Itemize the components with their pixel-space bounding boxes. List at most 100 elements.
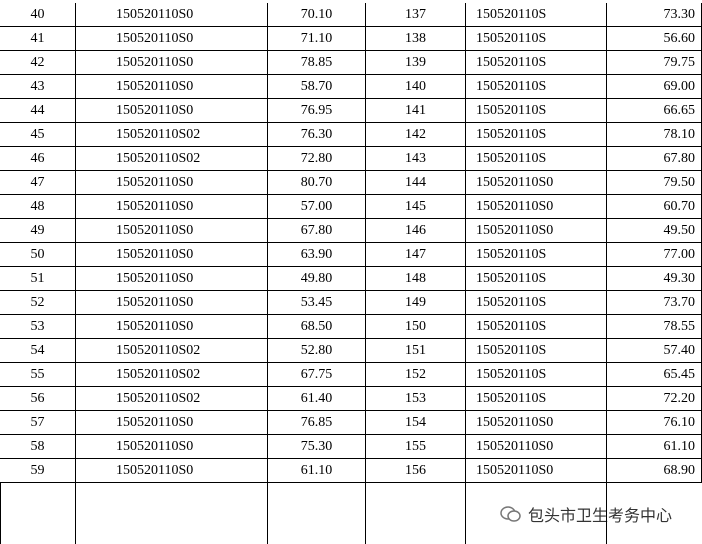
column-line bbox=[0, 483, 1, 544]
table-cell: 66.65 bbox=[607, 99, 702, 123]
table-cell: 145 bbox=[366, 195, 466, 219]
table-cell: 41 bbox=[0, 27, 76, 51]
table-cell: 53.45 bbox=[268, 291, 366, 315]
table-cell: 150520110S0 bbox=[76, 435, 268, 459]
table-cell: 53 bbox=[0, 315, 76, 339]
table-cell: 146 bbox=[366, 219, 466, 243]
table-cell: 52 bbox=[0, 291, 76, 315]
table-cell: 150520110S0 bbox=[76, 267, 268, 291]
table-cell: 73.70 bbox=[607, 291, 702, 315]
table-cell: 60.70 bbox=[607, 195, 702, 219]
table-cell: 68.90 bbox=[607, 459, 702, 483]
table-cell: 150520110S bbox=[466, 51, 607, 75]
table-cell: 54 bbox=[0, 339, 76, 363]
column-line bbox=[267, 483, 268, 544]
table-cell: 150520110S0 bbox=[76, 51, 268, 75]
table-cell: 150520110S bbox=[466, 27, 607, 51]
table-cell: 52.80 bbox=[268, 339, 366, 363]
table-cell: 44 bbox=[0, 99, 76, 123]
table-cell: 47 bbox=[0, 171, 76, 195]
table-cell: 137 bbox=[366, 3, 466, 27]
table-cell: 79.50 bbox=[607, 171, 702, 195]
table-cell: 40 bbox=[0, 3, 76, 27]
table-cell: 73.30 bbox=[607, 3, 702, 27]
table-cell: 76.10 bbox=[607, 411, 702, 435]
table-cell: 68.50 bbox=[268, 315, 366, 339]
table-cell: 148 bbox=[366, 267, 466, 291]
table-cell: 57.40 bbox=[607, 339, 702, 363]
table-cell: 150520110S0 bbox=[76, 75, 268, 99]
table-cell: 150520110S0 bbox=[466, 411, 607, 435]
table-cell: 58 bbox=[0, 435, 76, 459]
table-cell: 150520110S bbox=[466, 243, 607, 267]
table-cell: 150520110S02 bbox=[76, 387, 268, 411]
table-cell: 150520110S0 bbox=[76, 27, 268, 51]
table-cell: 152 bbox=[366, 363, 466, 387]
table-cell: 70.10 bbox=[268, 3, 366, 27]
table-cell: 150520110S0 bbox=[76, 195, 268, 219]
table-cell: 155 bbox=[366, 435, 466, 459]
table-cell: 150520110S0 bbox=[76, 219, 268, 243]
table-cell: 153 bbox=[366, 387, 466, 411]
table-cell: 56.60 bbox=[607, 27, 702, 51]
table-cell: 150520110S02 bbox=[76, 339, 268, 363]
table-cell: 150520110S0 bbox=[76, 459, 268, 483]
table-cell: 150520110S bbox=[466, 99, 607, 123]
watermark: 包头市卫生考务中心 bbox=[500, 502, 672, 526]
table-cell: 150520110S bbox=[466, 147, 607, 171]
table-cell: 63.90 bbox=[268, 243, 366, 267]
table-cell: 72.80 bbox=[268, 147, 366, 171]
table-cell: 49.50 bbox=[607, 219, 702, 243]
table-cell: 150520110S0 bbox=[466, 459, 607, 483]
table-cell: 150520110S0 bbox=[76, 3, 268, 27]
table-cell: 147 bbox=[366, 243, 466, 267]
table-cell: 67.80 bbox=[268, 219, 366, 243]
table-cell: 149 bbox=[366, 291, 466, 315]
table-cell: 150520110S0 bbox=[76, 315, 268, 339]
table-cell: 150 bbox=[366, 315, 466, 339]
table-cell: 43 bbox=[0, 75, 76, 99]
table-cell: 80.70 bbox=[268, 171, 366, 195]
table-cell: 138 bbox=[366, 27, 466, 51]
table-cell: 72.20 bbox=[607, 387, 702, 411]
table-cell: 42 bbox=[0, 51, 76, 75]
table-cell: 76.95 bbox=[268, 99, 366, 123]
table-cell: 150520110S bbox=[466, 3, 607, 27]
table-cell: 156 bbox=[366, 459, 466, 483]
wechat-icon bbox=[500, 506, 521, 522]
table-cell: 142 bbox=[366, 123, 466, 147]
table-cell: 139 bbox=[366, 51, 466, 75]
table-cell: 150520110S02 bbox=[76, 123, 268, 147]
table-cell: 150520110S bbox=[466, 291, 607, 315]
column-line bbox=[365, 483, 366, 544]
table-cell: 71.10 bbox=[268, 27, 366, 51]
table-cell: 65.45 bbox=[607, 363, 702, 387]
table-cell: 150520110S0 bbox=[76, 243, 268, 267]
table-cell: 144 bbox=[366, 171, 466, 195]
table-cell: 61.10 bbox=[268, 459, 366, 483]
table-cell: 150520110S0 bbox=[76, 411, 268, 435]
table-cell: 150520110S bbox=[466, 315, 607, 339]
table-cell: 46 bbox=[0, 147, 76, 171]
column-line bbox=[606, 483, 607, 544]
table-cell: 61.40 bbox=[268, 387, 366, 411]
table-cell: 76.30 bbox=[268, 123, 366, 147]
column-line bbox=[75, 483, 76, 544]
table-cell: 59 bbox=[0, 459, 76, 483]
table-cell: 67.75 bbox=[268, 363, 366, 387]
table-cell: 150520110S0 bbox=[466, 435, 607, 459]
table-cell: 150520110S bbox=[466, 363, 607, 387]
table-cell: 49.80 bbox=[268, 267, 366, 291]
table-cell: 57 bbox=[0, 411, 76, 435]
table-cell: 61.10 bbox=[607, 435, 702, 459]
column-line bbox=[465, 483, 466, 544]
table-cell: 150520110S02 bbox=[76, 147, 268, 171]
table-cell: 57.00 bbox=[268, 195, 366, 219]
table-cell: 150520110S bbox=[466, 123, 607, 147]
table-cell: 49.30 bbox=[607, 267, 702, 291]
table-cell: 77.00 bbox=[607, 243, 702, 267]
table-cell: 69.00 bbox=[607, 75, 702, 99]
table-cell: 150520110S0 bbox=[76, 99, 268, 123]
table-cell: 150520110S02 bbox=[76, 363, 268, 387]
